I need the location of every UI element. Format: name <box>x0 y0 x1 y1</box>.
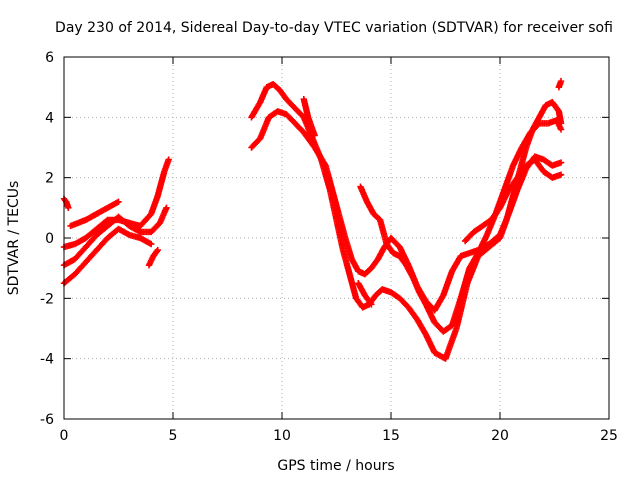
axis-ticks <box>63 56 610 420</box>
data-point <box>163 204 170 212</box>
data-point <box>154 246 161 254</box>
x-tick-label: 10 <box>273 428 291 444</box>
data-points <box>60 77 565 362</box>
tick-labels: 0 5 10 15 20 25 -6 -4 -2 0 2 4 6 <box>40 50 618 444</box>
x-tick-label: 5 <box>169 428 178 444</box>
data-point <box>65 204 72 212</box>
x-axis-label: GPS time / hours <box>277 458 394 474</box>
y-tick-label: 0 <box>45 231 54 247</box>
data-point <box>165 156 172 163</box>
data-point <box>557 171 565 178</box>
y-tick-label: -4 <box>40 352 54 368</box>
x-tick-label: 20 <box>491 428 509 444</box>
chart-title: Day 230 of 2014, Sidereal Day-to-day VTE… <box>55 20 613 36</box>
data-point <box>148 240 155 248</box>
x-tick-label: 15 <box>382 428 400 444</box>
y-tick-label: 2 <box>45 171 54 187</box>
data-point <box>557 77 565 85</box>
data-point <box>311 132 318 139</box>
x-tick-label: 0 <box>60 428 69 444</box>
y-axis-label: SDTVAR / TECUs <box>6 181 22 296</box>
data-point <box>367 299 374 307</box>
data-point <box>368 301 375 308</box>
data-point <box>557 159 565 166</box>
data-point <box>115 198 122 205</box>
y-tick-label: -6 <box>40 412 54 428</box>
x-tick-label: 25 <box>600 428 618 444</box>
y-tick-label: 4 <box>45 110 54 126</box>
data-point <box>557 126 565 133</box>
y-tick-label: -2 <box>40 291 54 307</box>
y-tick-label: 6 <box>45 50 54 66</box>
data-point <box>153 248 161 255</box>
